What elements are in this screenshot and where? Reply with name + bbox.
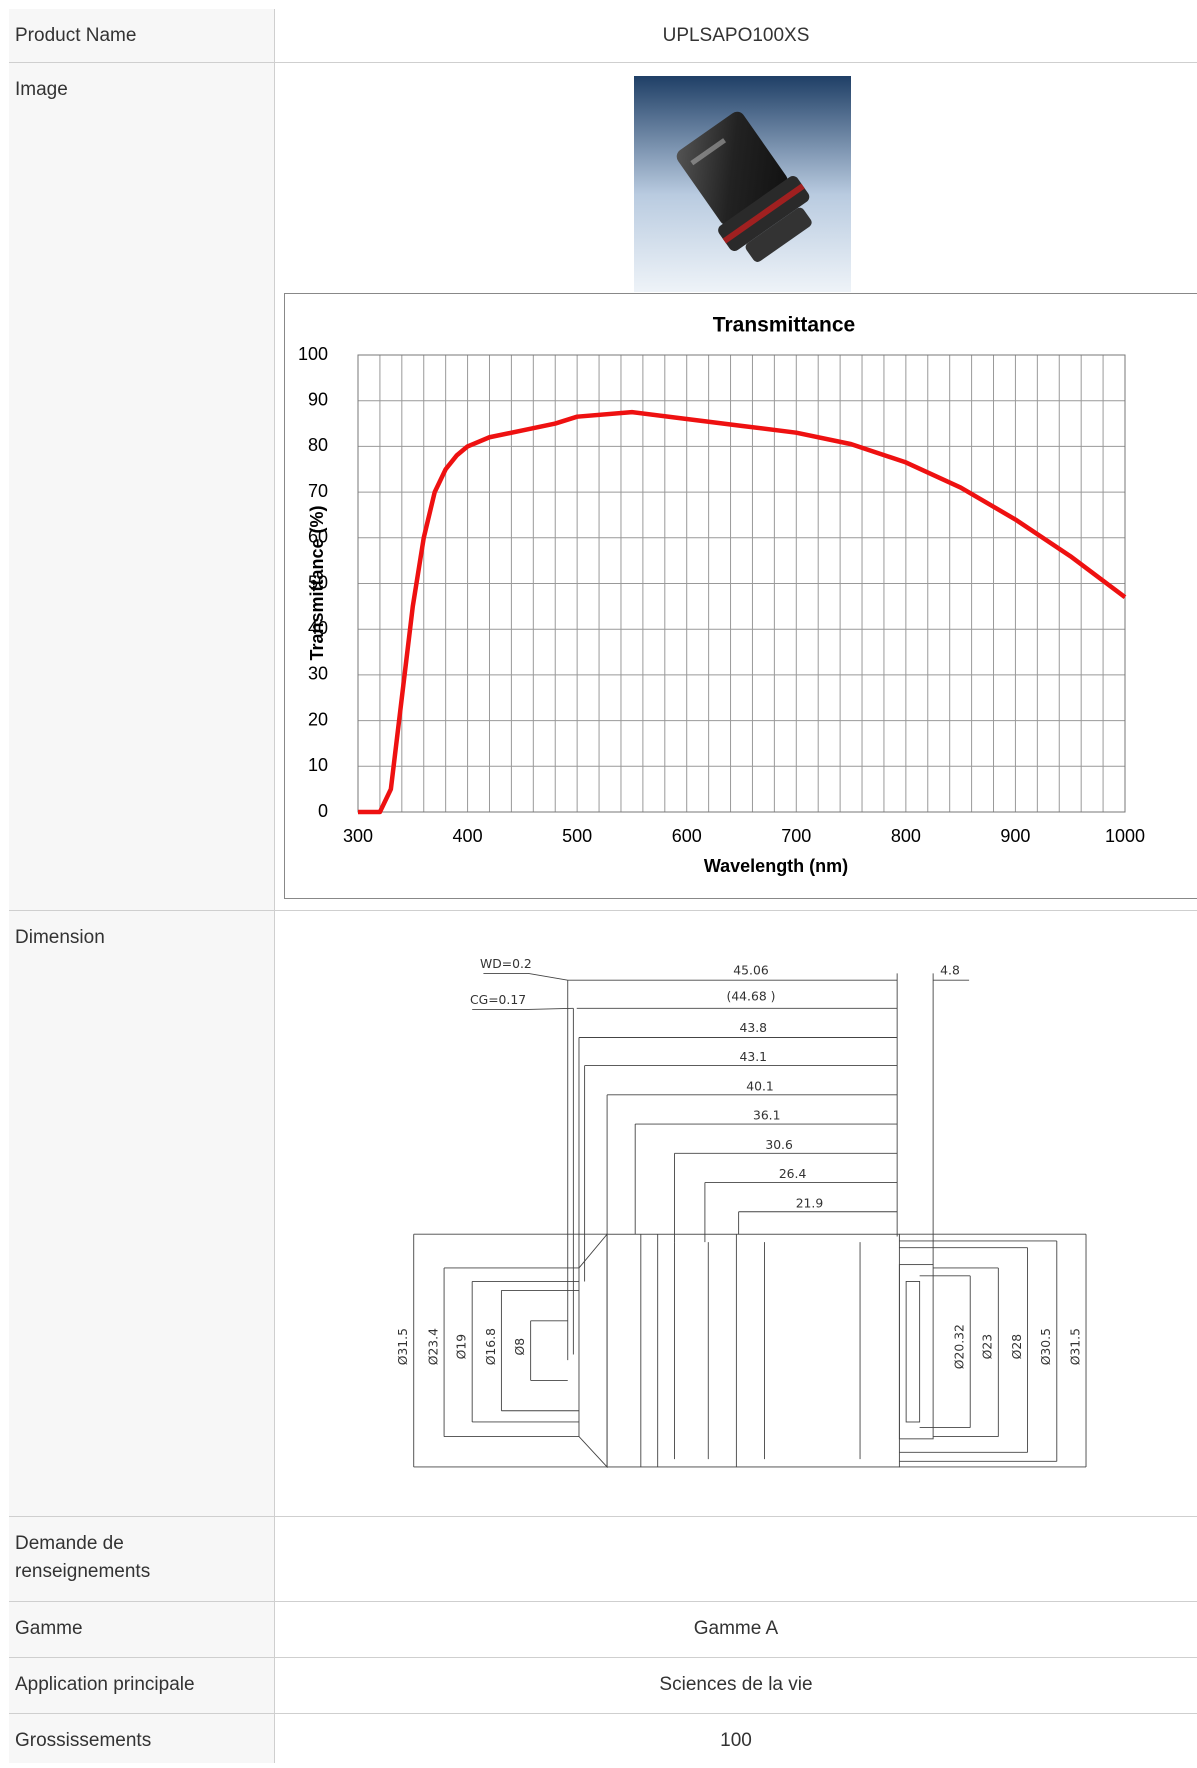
dimension-label: 43.1 (739, 1050, 767, 1064)
dimension-label: 30.6 (765, 1138, 793, 1152)
row-value: Gamme A (275, 1602, 1197, 1656)
dimension-drawing: 45.06 (44.68 ) 43.8 43.1 40.1 36.1 30.6 26.4 21.… (371, 944, 1113, 1484)
x-tick-label: 600 (672, 826, 702, 846)
leader-line (483, 973, 567, 980)
row-label: Demande de renseignements (9, 1517, 275, 1601)
lens-front (579, 1234, 607, 1467)
y-tick-label: 70 (308, 481, 328, 501)
y-tick-label: 50 (308, 572, 328, 592)
row: Application principale Sciences de la vi… (9, 1658, 1197, 1714)
x-tick-label: 1000 (1105, 826, 1145, 846)
dimension-label: Ø30.5 (1039, 1328, 1053, 1365)
y-tick-label: 90 (308, 389, 328, 409)
x-tick-label: 800 (891, 826, 921, 846)
lens-grooves (641, 1234, 860, 1467)
dimension-label: 21.9 (796, 1196, 824, 1210)
dimension-label: (44.68 ) (727, 990, 776, 1004)
row-value: 100 (275, 1714, 1197, 1768)
x-tick-label: 300 (343, 826, 373, 846)
dimension-label: Ø23 (981, 1334, 995, 1359)
row: Grossissements 100 (9, 1714, 1197, 1763)
x-tick-label: 900 (1000, 826, 1030, 846)
dimension-label: 45.06 (733, 964, 769, 978)
y-tick-label: 30 (308, 664, 328, 684)
row-value: UPLSAPO100XS (275, 9, 1197, 63)
y-tick-label: 60 (308, 527, 328, 547)
y-tick-label: 10 (308, 755, 328, 775)
dimension-label: WD=0.2 (480, 957, 532, 971)
row-label: Image (9, 63, 275, 910)
lens-body (607, 1234, 899, 1467)
dimension-label: CG=0.17 (470, 993, 526, 1007)
dimension-label: 36.1 (753, 1109, 781, 1123)
chart: Transmittance Wavelength (nm) Transmitta… (284, 293, 1197, 899)
dimension-label: Ø31.5 (396, 1328, 410, 1365)
lens-rear (899, 1265, 933, 1439)
y-tick-label: 80 (308, 435, 328, 455)
dimension-label: Ø23.4 (426, 1328, 440, 1365)
row-value: Sciences de la vie (275, 1658, 1197, 1712)
row-label: Gamme (9, 1602, 275, 1657)
chart-title: Transmittance (713, 314, 855, 337)
row: Gamme Gamme A (9, 1602, 1197, 1658)
row-label: Grossissements (9, 1714, 275, 1763)
dimension-label: Ø20.32 (953, 1324, 967, 1369)
y-tick-label: 100 (298, 344, 328, 364)
row-label: Dimension (9, 911, 275, 1516)
dimension-label: 43.8 (739, 1021, 767, 1035)
product-image (634, 76, 851, 292)
dimension-label: Ø16.8 (484, 1328, 498, 1365)
row-label: Application principale (9, 1658, 275, 1713)
x-axis-title: Wavelength (nm) (704, 856, 848, 876)
leader-line (472, 1008, 573, 1009)
dimension-label: 4.8 (940, 964, 960, 978)
row: Product Name UPLSAPO100XS (9, 9, 1197, 63)
series-line (358, 412, 1125, 812)
dimension-label: 40.1 (746, 1079, 774, 1093)
dimension-label: Ø31.5 (1068, 1328, 1082, 1365)
lens-rear-inner (906, 1281, 919, 1422)
x-tick-label: 700 (781, 826, 811, 846)
x-tick-label: 400 (453, 826, 483, 846)
dimension-label: 26.4 (779, 1167, 807, 1181)
dimension-label: Ø8 (513, 1338, 527, 1356)
y-tick-label: 20 (308, 709, 328, 729)
dimension-label: Ø28 (1010, 1334, 1024, 1360)
x-tick-label: 500 (562, 826, 592, 846)
dimension-label: Ø19 (455, 1334, 469, 1359)
row-label: Product Name (9, 9, 275, 62)
row: Demande de renseignements (9, 1517, 1197, 1602)
y-tick-label: 40 (308, 618, 328, 638)
chart-border (285, 294, 1197, 899)
y-tick-label: 0 (318, 801, 328, 821)
